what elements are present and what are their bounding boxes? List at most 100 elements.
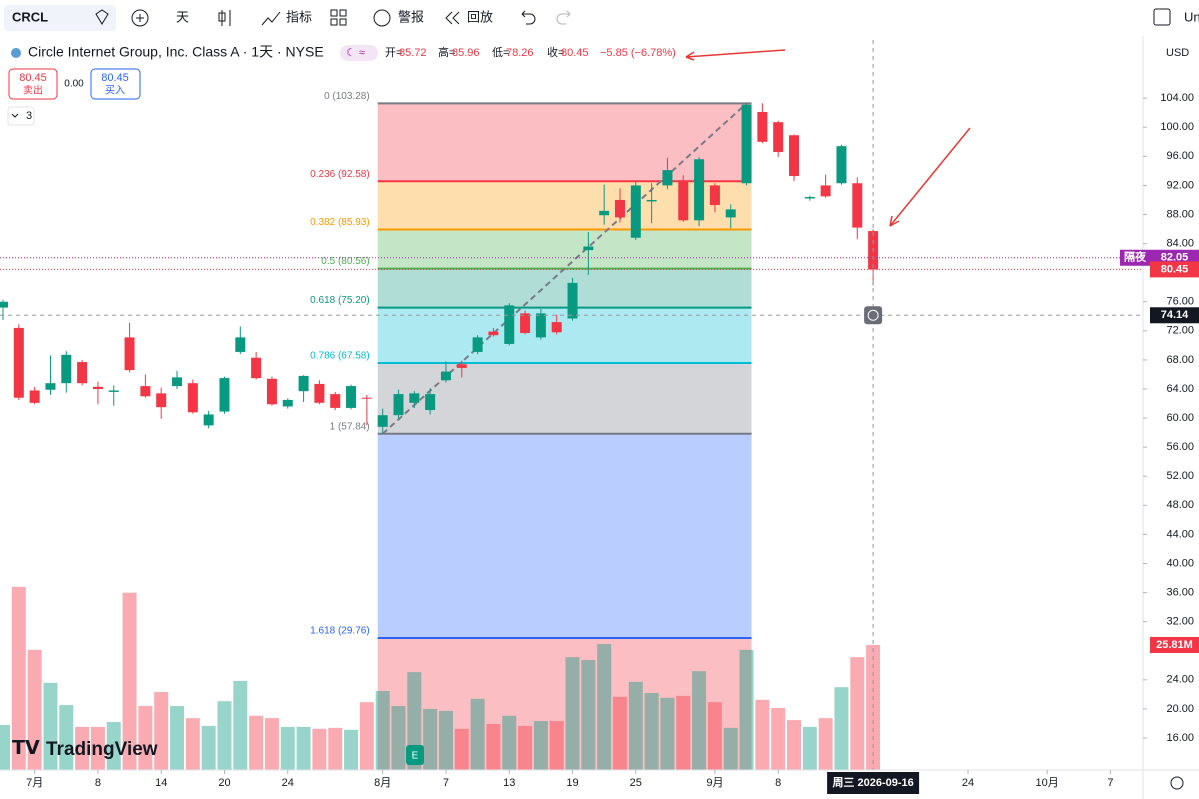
volume-bar (249, 715, 264, 770)
volume-bar (692, 671, 707, 770)
volume-bar (423, 708, 438, 770)
alert[interactable]: 警报 (398, 9, 424, 24)
volume-bar (296, 726, 311, 770)
volume-bar (359, 702, 374, 770)
volume-bar (470, 698, 485, 770)
fib-zone (377, 229, 752, 269)
icon[interactable] (95, 9, 109, 25)
candle-body (583, 246, 594, 251)
y-tick-label: 68.00 (1166, 354, 1194, 366)
alert-icon[interactable] (373, 9, 391, 27)
volume-bar (391, 706, 406, 770)
buy-button[interactable] (90, 68, 141, 100)
earnings-marker[interactable] (406, 745, 424, 765)
volume-bar (581, 660, 596, 770)
indicators[interactable]: 指标 (286, 9, 312, 24)
x-tick-label: 8 (95, 777, 101, 789)
y-tick-label: 84.00 (1166, 237, 1194, 249)
candle-body (567, 282, 578, 319)
crosshair-button[interactable] (864, 306, 883, 325)
candle-body (282, 399, 293, 407)
candle-body (599, 210, 610, 216)
sell-price[interactable]: 80.45 (19, 72, 47, 84)
ohlc-value: 85.72 (399, 47, 427, 59)
y-tick-label: 40.00 (1166, 557, 1194, 569)
volume-bar (0, 724, 11, 770)
volume-bar (106, 722, 121, 770)
volume-bar (454, 728, 469, 770)
volume-bar (739, 649, 754, 770)
indicator-toggle[interactable] (7, 106, 35, 126)
candle-body (124, 337, 135, 371)
y-tick-label: 48.00 (1166, 499, 1194, 511)
currency[interactable]: USD (1166, 47, 1189, 59)
volume-bar (818, 718, 833, 770)
volume-label: 25.81M (1156, 639, 1193, 651)
volume-bar (233, 680, 248, 770)
fib-label: 0 (103.28) (324, 91, 370, 102)
sell-button[interactable] (8, 68, 58, 100)
candle-body (251, 357, 262, 379)
indicator-icon[interactable] (261, 11, 281, 26)
candle-body (361, 397, 372, 399)
redo[interactable] (556, 10, 571, 25)
y-tick-label: 52.00 (1166, 470, 1194, 482)
x-tick-label: 8 (775, 777, 781, 789)
x-tick-label: 20 (218, 777, 230, 789)
symbol[interactable]: CRCL (12, 9, 48, 24)
date-box (827, 772, 920, 794)
symbol-search[interactable] (4, 5, 116, 31)
buy-label[interactable]: 买入 (105, 85, 125, 97)
candle-body (187, 383, 198, 413)
interval[interactable]: 天 (176, 9, 189, 24)
candle-body (535, 313, 546, 338)
overnight-tag-box (1120, 249, 1150, 266)
sell-label[interactable]: 卖出 (23, 84, 43, 97)
y-tick-label: 88.00 (1166, 208, 1194, 220)
fib-label: 0.382 (85.93) (310, 217, 370, 228)
fib-label: 1 (57.84) (330, 421, 370, 432)
settings-icon[interactable] (1170, 776, 1184, 790)
buy-price[interactable]: 80.45 (101, 72, 129, 84)
y-tick-label: 20.00 (1166, 703, 1194, 715)
x-tick-label: 7 (443, 777, 449, 789)
candle-body (789, 135, 800, 176)
ohlc-key: 高= (438, 45, 455, 59)
candle-body (694, 159, 705, 221)
window-icon[interactable] (1153, 8, 1171, 26)
ohlc-value: 78.26 (506, 47, 534, 59)
fib-zone (377, 103, 752, 182)
candle-body (725, 209, 736, 218)
candle-body (504, 305, 515, 344)
volume-bar (723, 727, 738, 770)
volume-bar (264, 718, 279, 770)
fib-zone (377, 268, 752, 308)
overnight-tag: 隔夜 (1124, 250, 1147, 264)
fib-label: 0.786 (67.58) (310, 351, 370, 362)
add-icon[interactable] (131, 9, 149, 27)
replay[interactable]: 回放 (467, 9, 493, 24)
ohlc-key: 开= (385, 47, 402, 59)
y-tick-label: 96.00 (1166, 150, 1194, 162)
chevron (11, 113, 19, 118)
change: −5.85 (−6.78%) (600, 47, 676, 59)
symbol-name: Circle Internet Group, Inc. Class A · 1天… (28, 44, 324, 60)
replay-icon[interactable] (445, 11, 460, 25)
y-tick-label: 24.00 (1166, 674, 1194, 686)
layout-icon[interactable] (330, 9, 338, 17)
crosshair-price-box (1150, 307, 1199, 324)
volume-bar (217, 701, 232, 770)
volume-bar (518, 725, 533, 770)
volume-bar (154, 692, 169, 770)
ohlc-key: 低= (492, 46, 509, 59)
indicator-count[interactable]: 3 (26, 110, 32, 122)
volume-bar (549, 721, 564, 770)
last-price: 80.45 (1161, 263, 1189, 275)
volume-bar (755, 699, 770, 770)
candle-body (852, 183, 863, 228)
fib-zone (377, 307, 752, 363)
x-tick-label: 24 (962, 777, 974, 789)
candle-body (757, 111, 768, 142)
undo[interactable] (521, 10, 536, 25)
